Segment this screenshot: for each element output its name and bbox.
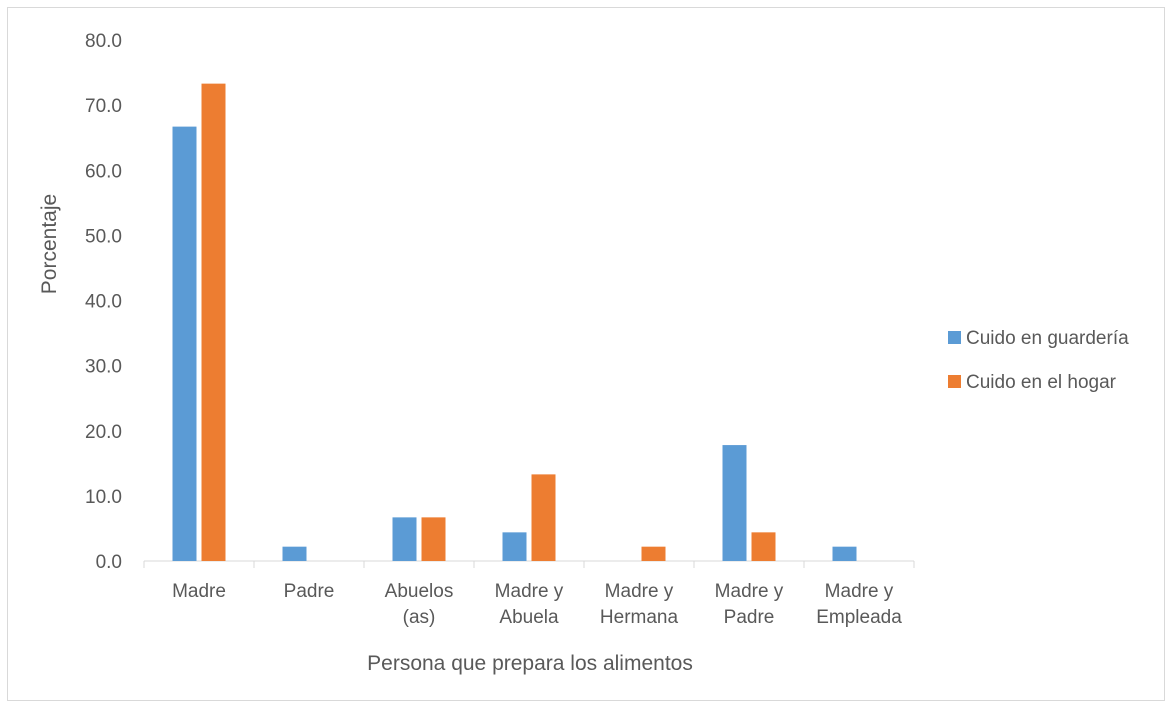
legend-label: Cuido en el hogar bbox=[966, 372, 1117, 393]
x-tick-label: Abuela bbox=[499, 607, 559, 628]
y-tick-label: 0.0 bbox=[96, 552, 122, 573]
bar-hogar bbox=[641, 546, 666, 561]
x-tick-label: Hermana bbox=[600, 607, 679, 628]
x-tick-label: Madre y bbox=[825, 581, 894, 602]
y-tick-label: 30.0 bbox=[85, 357, 122, 378]
bar-hogar bbox=[531, 474, 556, 561]
y-tick-label: 40.0 bbox=[85, 292, 122, 313]
legend: Cuido en guardería Cuido en el hogar bbox=[948, 328, 1129, 393]
legend-swatch bbox=[948, 331, 961, 344]
y-tick-label: 60.0 bbox=[85, 161, 122, 182]
bar-guarderia bbox=[392, 517, 417, 561]
y-tick-label: 80.0 bbox=[85, 31, 122, 52]
chart-frame bbox=[7, 7, 1165, 701]
y-axis-label: Porcentaje bbox=[38, 194, 61, 294]
y-tick-label: 20.0 bbox=[85, 422, 122, 443]
y-tick-label: 50.0 bbox=[85, 226, 122, 247]
bar-guarderia bbox=[172, 126, 197, 562]
x-tick-label: Padre bbox=[724, 607, 775, 628]
legend-swatch bbox=[948, 375, 961, 388]
bar-guarderia bbox=[502, 532, 527, 561]
bar-hogar bbox=[751, 532, 776, 561]
x-tick-label: Madre bbox=[172, 581, 226, 602]
x-tick-label: Abuelos bbox=[385, 581, 454, 602]
x-axis-label: Persona que prepara los alimentos bbox=[367, 652, 693, 675]
bar-guarderia bbox=[282, 546, 307, 561]
x-tick-label: Empleada bbox=[816, 607, 902, 628]
y-tick-label: 70.0 bbox=[85, 96, 122, 117]
bar-hogar bbox=[421, 517, 446, 561]
x-tick-label: Madre y bbox=[495, 581, 564, 602]
x-tick-label: (as) bbox=[403, 607, 436, 628]
plot-area: 0.0 10.0 20.0 30.0 40.0 50.0 60.0 70.0 80.0 Madre… bbox=[85, 31, 915, 628]
y-tick-label: 10.0 bbox=[85, 487, 122, 508]
x-tick-label: Madre y bbox=[715, 581, 784, 602]
bar-guarderia bbox=[722, 445, 747, 561]
x-tick-label: Padre bbox=[284, 581, 335, 602]
bar-guarderia bbox=[832, 546, 857, 561]
bar-hogar bbox=[201, 83, 226, 561]
x-tick-label: Madre y bbox=[605, 581, 674, 602]
legend-label: Cuido en guardería bbox=[966, 328, 1129, 349]
